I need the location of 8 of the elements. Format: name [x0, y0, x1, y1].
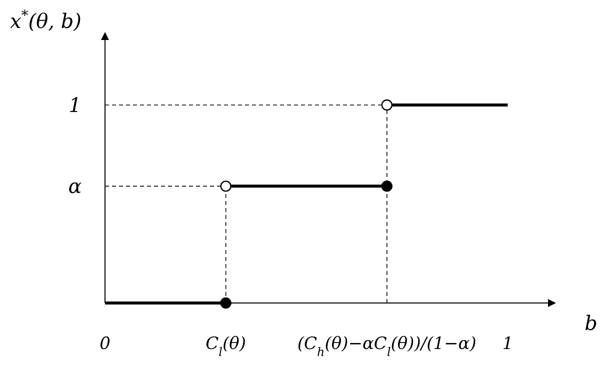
annotation: α [68, 174, 82, 198]
x-tick-label: 0 [100, 334, 111, 354]
y-axis-title: x$^{*}$(θ, b) [10, 8, 82, 33]
x-tick-label: 1 [502, 334, 514, 354]
x-axis-title: b [584, 311, 598, 335]
x-tick-label: C$_{l}$(θ) [206, 334, 246, 359]
annotation: 1 [68, 93, 82, 117]
x-tick-label: (C$_{h}$(θ)−αC$_{l}$(θ))/(1−α) [297, 334, 476, 359]
